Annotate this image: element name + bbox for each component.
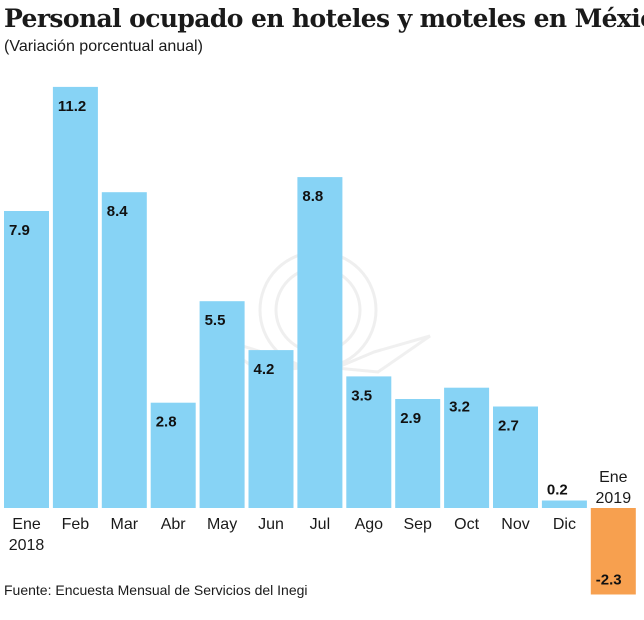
category-label-9: Oct: [454, 516, 479, 533]
value-label-10: 2.7: [498, 418, 519, 435]
category-label-10: Nov: [501, 516, 529, 533]
bar-11: [541, 500, 587, 508]
value-label-7: 3.5: [351, 387, 372, 404]
category-label-7: Ago: [355, 516, 384, 533]
chart-title: Personal ocupado en hoteles y moteles en…: [4, 4, 644, 33]
source-note: Fuente: Encuesta Mensual de Servicios de…: [4, 582, 308, 598]
bar-10: [493, 406, 538, 508]
bar-6: [297, 177, 343, 508]
bar-3: [150, 402, 196, 508]
chart-subtitle: (Variación porcentual anual): [4, 38, 203, 55]
category-label-6: Jul: [310, 516, 330, 533]
bar-2: [101, 192, 147, 508]
category-label-1: Feb: [62, 516, 90, 533]
category-label-0-0: Ene: [12, 516, 41, 533]
value-label-9: 3.2: [449, 399, 470, 416]
category-label-12-0: Ene: [599, 469, 628, 486]
category-label-4: May: [207, 516, 237, 533]
bar-4: [199, 301, 245, 508]
category-label-0-1: 2018: [9, 537, 45, 554]
category-label-8: Sep: [403, 516, 432, 533]
bar-1: [52, 86, 98, 509]
category-label-11: Dic: [553, 516, 576, 533]
value-label-6: 8.8: [302, 188, 323, 205]
category-label-3: Abr: [161, 516, 187, 533]
category-label-5: Jun: [258, 516, 284, 533]
category-labels: Ene 2018 Feb Mar Abr May Jun Jul Ago Sep Oct Nov Dic…: [9, 469, 631, 554]
category-label-12-1: 2019: [596, 490, 632, 507]
category-label-2: Mar: [111, 516, 139, 533]
value-label-0: 7.9: [9, 222, 30, 239]
value-label-3: 2.8: [156, 414, 177, 431]
value-label-12: -2.3: [596, 572, 622, 589]
bar-5: [248, 350, 294, 508]
value-label-2: 8.4: [107, 203, 129, 220]
value-labels: 7.9 11.2 8.4 2.8 5.5 4.2 8.8 3.5 2.9 3.2 2.7 0.2 -2.…: [9, 98, 622, 589]
value-label-5: 4.2: [254, 361, 275, 378]
bar-series: [4, 86, 636, 595]
bar-0: [4, 211, 49, 508]
bar-8: [395, 399, 441, 508]
value-label-1: 11.2: [58, 98, 86, 115]
value-label-8: 2.9: [400, 410, 421, 427]
bar-9: [444, 387, 490, 508]
value-label-11: 0.2: [547, 482, 568, 499]
value-label-4: 5.5: [205, 312, 226, 329]
bar-7: [346, 376, 392, 508]
bar-12: [590, 508, 636, 595]
